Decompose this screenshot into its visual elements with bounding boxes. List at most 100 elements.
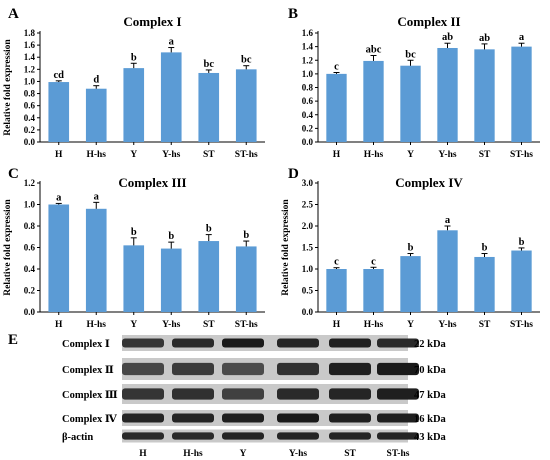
significance-label: b (519, 237, 525, 248)
bar-h-hs (85, 88, 107, 142)
molecular-weight-label: 70 kDa (414, 365, 447, 376)
blot-row-label: Complex Ⅳ (62, 414, 118, 425)
bar-y-hs (437, 230, 458, 312)
bar-y (400, 65, 421, 142)
blot-row: β-actin 43 kDa (62, 429, 447, 443)
bar-st-hs (235, 69, 257, 142)
y-tick-label: 0.6 (302, 96, 314, 106)
significance-label: a (169, 37, 175, 48)
blot-row-label: Complex Ⅱ (62, 365, 114, 376)
y-tick-label: 1.2 (24, 64, 36, 74)
significance-label: b (206, 224, 212, 235)
blot-row-label: β-actin (62, 432, 93, 443)
y-tick-label: 0.0 (302, 307, 314, 317)
y-tick-label: 0.8 (302, 83, 314, 93)
blot-band (172, 388, 214, 400)
chart-panel-c: C Complex III 0.0 0.2 0.4 0.6 0.8 1.0 1.2 Relativ… (3, 166, 265, 330)
blot-band (122, 338, 164, 348)
significance-label: abc (366, 44, 382, 55)
significance-label: b (408, 243, 414, 254)
x-tick-label: Y-hs (438, 150, 456, 160)
chart-title: Complex IV (395, 175, 463, 190)
significance-label: ab (442, 32, 453, 43)
lane-label: ST (344, 449, 356, 459)
blot-band (122, 432, 164, 440)
blot-band (277, 413, 319, 423)
significance-label: c (334, 62, 339, 73)
blot-band (329, 432, 371, 440)
significance-label: bc (241, 55, 252, 66)
y-tick-label: 1.0 (302, 69, 314, 79)
bar-st-hs (511, 250, 532, 312)
bar-h-hs (85, 208, 107, 312)
bar-h-hs (363, 269, 384, 312)
panel-letter: A (8, 6, 19, 22)
chart-title: Complex III (118, 175, 186, 190)
y-tick-label: 0.0 (24, 307, 36, 317)
bar-st-hs (235, 246, 257, 312)
blot-row: Complex Ⅱ 70 kDa (62, 358, 447, 380)
bar-st (198, 241, 220, 312)
x-tick-label: Y (407, 320, 414, 330)
y-tick-label: 0.8 (24, 221, 36, 231)
blot-band (172, 413, 214, 423)
y-tick-label: 1.0 (302, 264, 314, 274)
significance-label: b (131, 52, 137, 63)
blot-band (329, 388, 371, 400)
panel-letter: C (8, 166, 19, 182)
chart-panel-d: D Complex IV 0.0 0.5 1.0 1.5 2.0 2.5 3.0 Relative… (281, 166, 540, 330)
significance-label: d (93, 75, 99, 86)
significance-label: bc (204, 59, 215, 70)
significance-label: b (243, 230, 249, 241)
y-tick-label: 0.2 (24, 125, 36, 135)
blot-band (329, 338, 371, 348)
blot-band (277, 388, 319, 400)
x-tick-label: ST-hs (235, 320, 258, 330)
blot-band (222, 388, 264, 400)
y-tick-label: 0.0 (24, 137, 36, 147)
x-tick-label: Y (130, 320, 137, 330)
blot-row-label: Complex Ⅰ (62, 339, 110, 350)
western-blot: E Complex Ⅰ 22 kDa Complex Ⅱ 70 kDa Complex Ⅲ… (8, 332, 447, 459)
chart-panel-a: A Complex I 0.0 0.2 0.4 0.6 0.8 1.0 1.2 1.4 1.6 1.8… (3, 6, 265, 160)
x-tick-label: H-hs (364, 150, 384, 160)
y-tick-label: 0.4 (302, 110, 314, 120)
significance-label: cd (54, 70, 65, 81)
y-tick-label: 0.2 (302, 123, 314, 133)
x-tick-label: Y-hs (162, 320, 180, 330)
bar-y (400, 256, 421, 312)
y-tick-label: 0.6 (24, 101, 36, 111)
lane-label: Y-hs (289, 449, 307, 459)
bar-h (48, 82, 70, 142)
bar-h (48, 204, 70, 312)
x-tick-label: ST (203, 150, 215, 160)
blot-row: Complex Ⅰ 22 kDa (62, 335, 447, 351)
x-tick-label: H (55, 150, 63, 160)
bar-st (474, 49, 495, 142)
x-tick-label: ST-hs (510, 320, 533, 330)
bar-y-hs (160, 248, 182, 312)
bar-st (474, 256, 495, 312)
blot-band (122, 413, 164, 423)
x-tick-label: H (333, 320, 341, 330)
lane-label: ST-hs (387, 449, 410, 459)
blot-band (222, 338, 264, 348)
bar-y-hs (437, 47, 458, 142)
y-tick-label: 2.5 (302, 200, 314, 210)
blot-band (172, 338, 214, 348)
y-tick-label: 0.2 (24, 286, 36, 296)
significance-label: b (168, 231, 174, 242)
blot-band (172, 362, 214, 376)
blot-band (222, 362, 264, 376)
blot-band (277, 362, 319, 376)
y-tick-label: 0.6 (24, 243, 36, 253)
y-tick-label: 1.6 (302, 28, 314, 38)
blot-row-label: Complex Ⅲ (62, 390, 118, 401)
y-tick-label: 0.4 (24, 113, 36, 123)
y-tick-label: 3.0 (302, 178, 314, 188)
bar-st-hs (511, 46, 532, 142)
y-tick-label: 1.8 (24, 28, 36, 38)
molecular-weight-label: 16 kDa (414, 414, 447, 425)
molecular-weight-label: 47 kDa (414, 390, 447, 401)
